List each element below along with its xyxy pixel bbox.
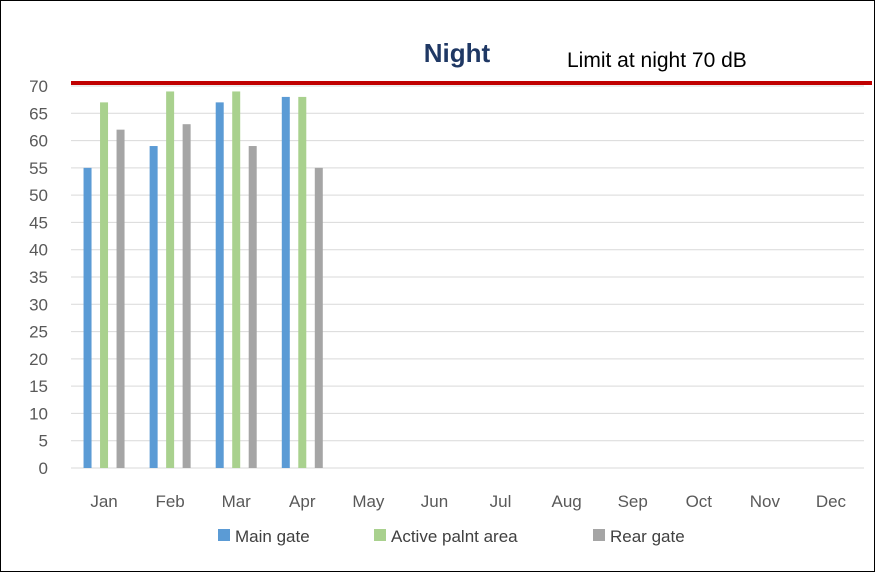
legend-swatch [374,529,386,541]
y-tick-label: 60 [29,132,48,151]
bar [116,129,125,468]
x-tick-label: Feb [155,492,184,511]
y-tick-label: 45 [29,213,48,232]
x-tick-label: Apr [289,492,316,511]
y-tick-label: 10 [29,404,48,423]
bar [281,96,290,469]
x-tick-label: Aug [552,492,582,511]
y-tick-label: 70 [29,77,48,96]
x-tick-label: Mar [222,492,252,511]
bar [232,91,241,468]
y-tick-label: 35 [29,268,48,287]
bars [83,91,323,469]
y-tick-label: 40 [29,241,48,260]
y-tick-label: 30 [29,295,48,314]
bar [248,146,257,468]
x-tick-label: Nov [750,492,781,511]
legend-label: Rear gate [610,527,685,546]
bar [215,102,224,468]
y-tick-label: 25 [29,323,48,342]
bar [83,167,92,468]
bar [182,124,191,468]
y-tick-label: 5 [39,432,48,451]
y-tick-label: 0 [39,459,48,478]
x-tick-label: Sep [618,492,648,511]
y-tick-label: 65 [29,104,48,123]
y-axis-ticks: 0 5 10 15 20 25 30 35 40 45 50 55 60 65 70 [29,77,48,478]
x-tick-label: Jan [90,492,117,511]
legend: Main gate Active palnt area Rear gate [218,527,685,546]
y-tick-label: 15 [29,377,48,396]
bar [298,96,307,469]
legend-label: Main gate [235,527,310,546]
chart-title: Night [424,38,491,68]
x-tick-label: Jun [421,492,448,511]
legend-swatch [593,529,605,541]
x-tick-label: Oct [686,492,713,511]
x-axis-ticks: Jan Feb Mar Apr May Jun Jul Aug Sep Oct Nov Dec [90,492,846,511]
x-tick-label: Jul [490,492,512,511]
reference-line-label: Limit at night 70 dB [567,49,747,72]
y-tick-label: 20 [29,350,48,369]
x-tick-label: May [352,492,385,511]
bar [314,167,323,468]
legend-swatch [218,529,230,541]
legend-label: Active palnt area [391,527,518,546]
x-tick-label: Dec [816,492,847,511]
gridlines [71,85,864,469]
y-tick-label: 50 [29,186,48,205]
bar [100,102,109,468]
bar [166,91,175,468]
y-tick-label: 55 [29,159,48,178]
bar [149,146,158,468]
